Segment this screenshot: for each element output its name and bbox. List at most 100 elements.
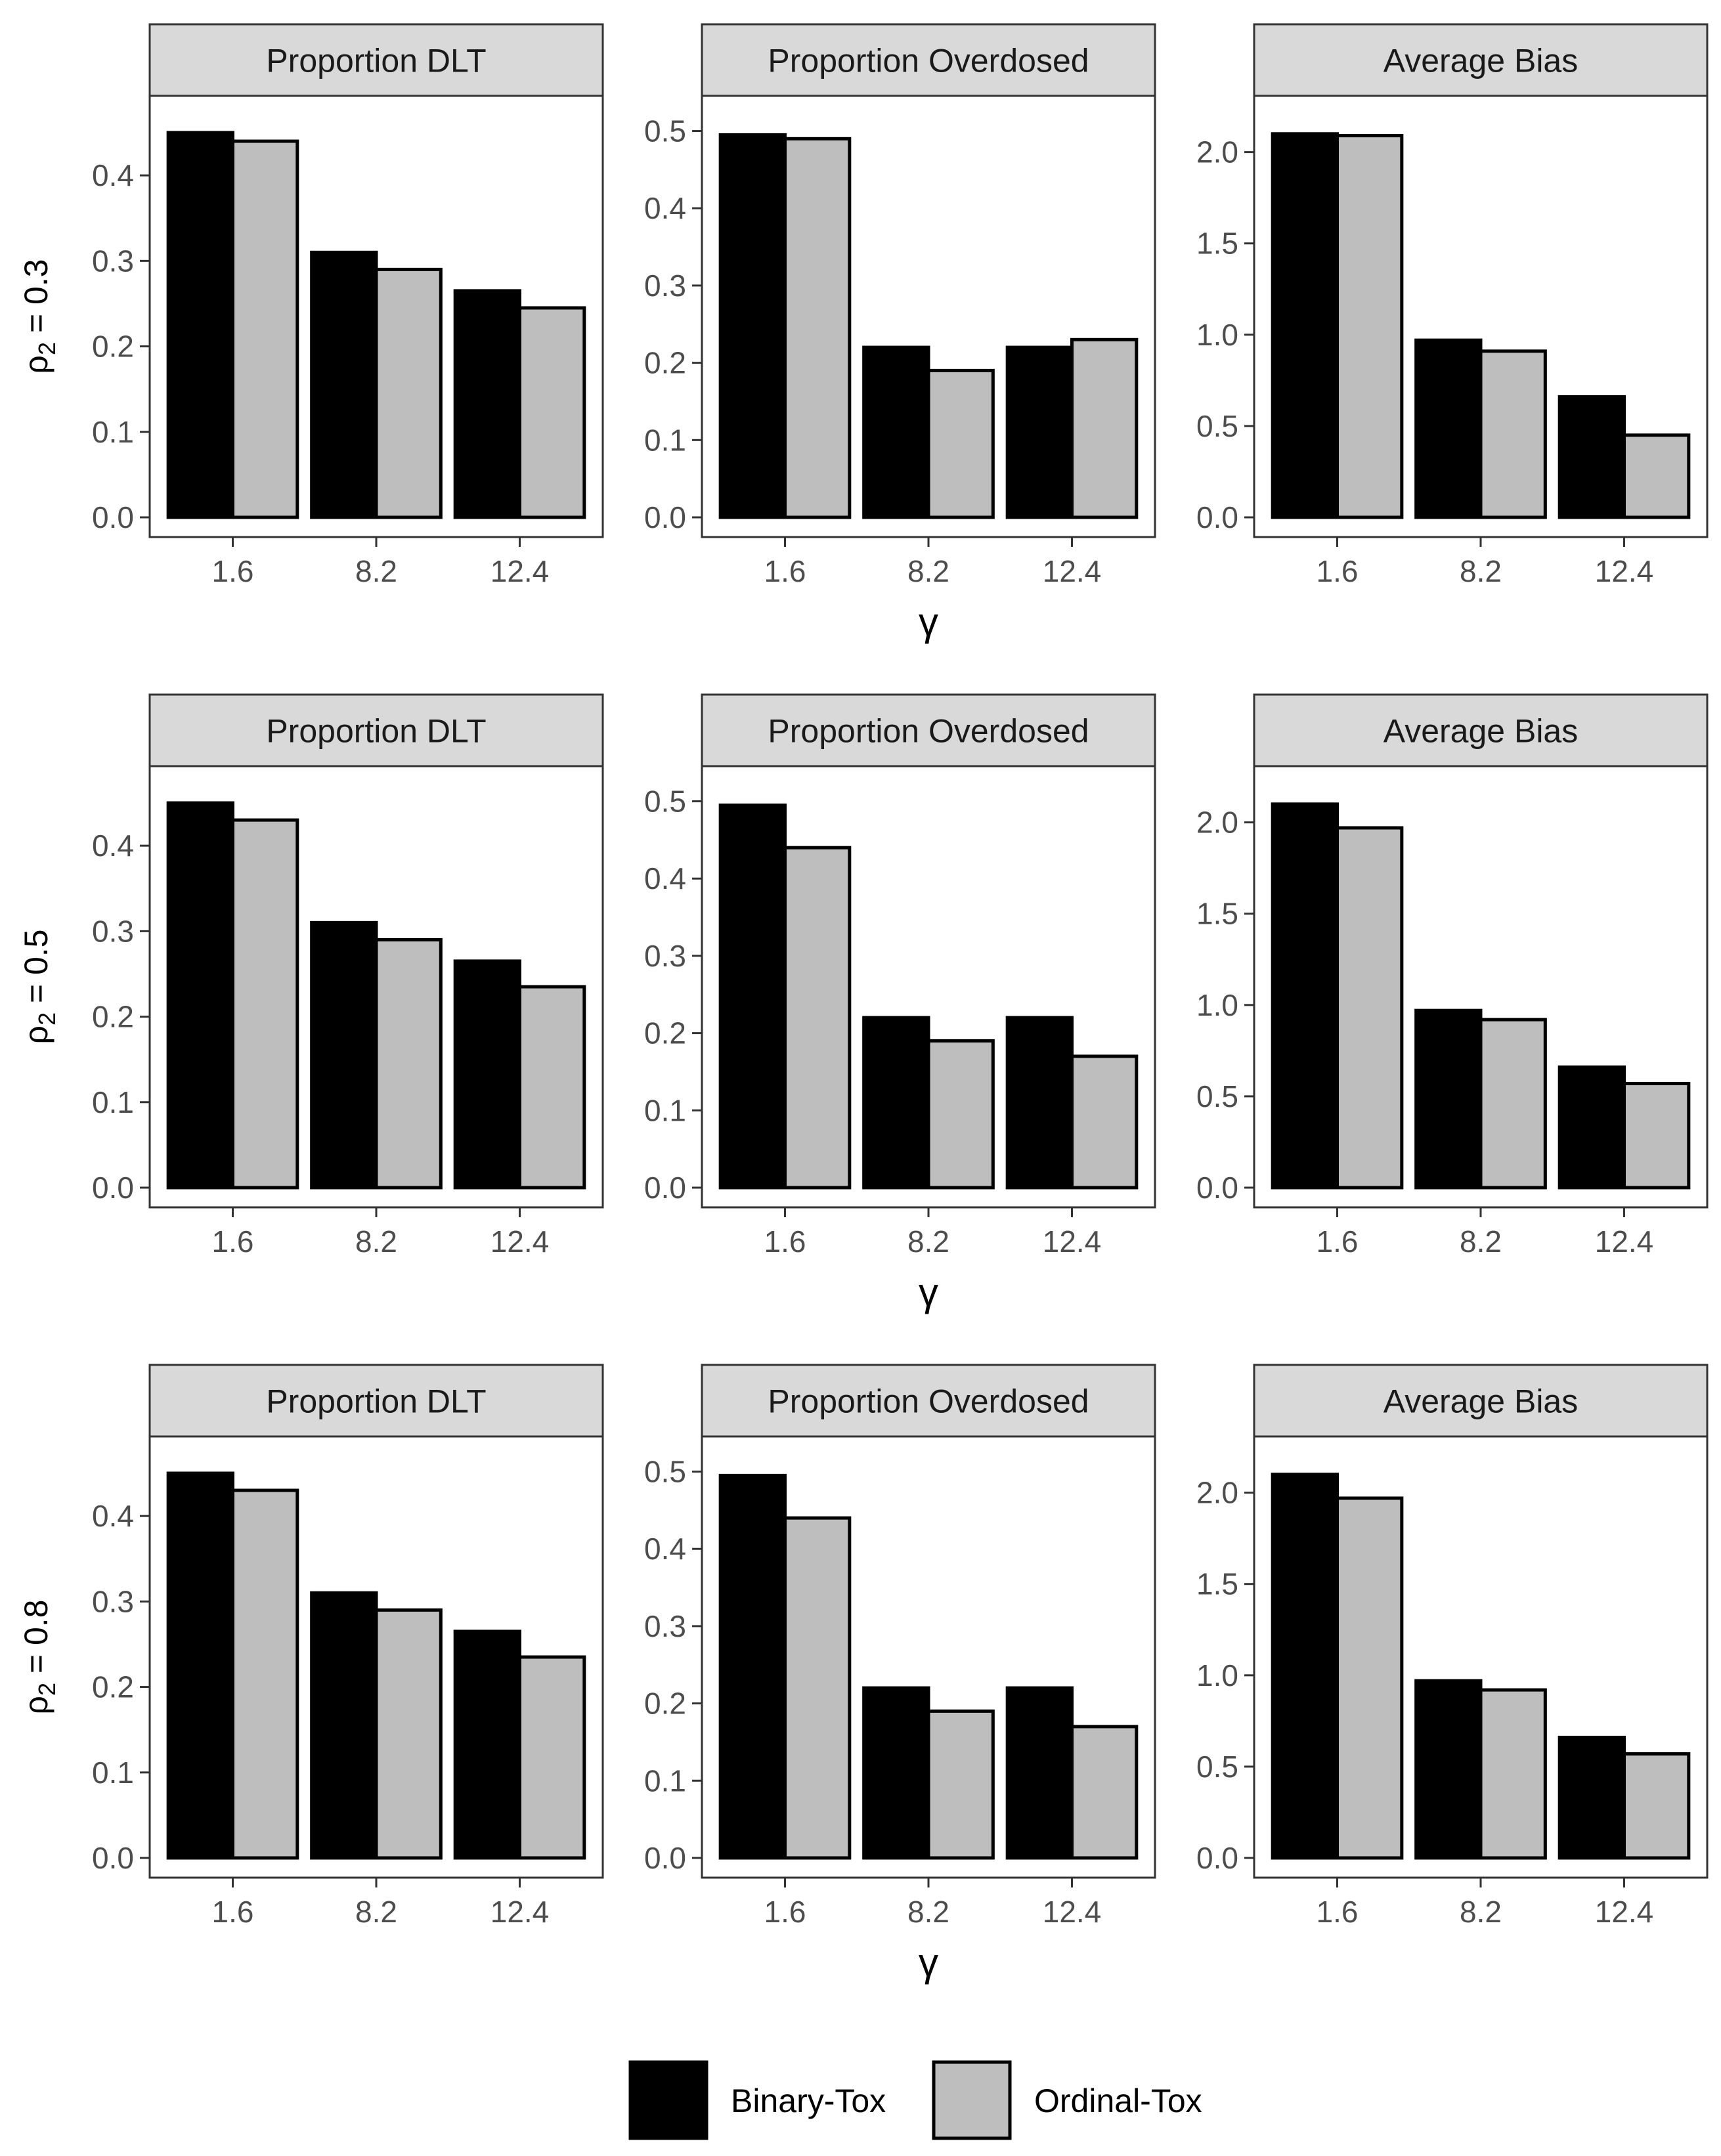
panel-strip (701, 693, 1156, 767)
row-label-value: = 0.3 (18, 259, 54, 343)
y-tick-label: 0.0 (1196, 1171, 1238, 1205)
panel-title: Average Bias (1383, 43, 1578, 79)
row-label-symbol: ρ (18, 1696, 54, 1714)
facet-row-2: ρ2 = 0.5 Proportion DLT 0.0 0.1 0.2 0.3 0.4 1.6… (18, 693, 1709, 1314)
bar-ordinal-tox (783, 137, 852, 519)
bar-binary-tox (1414, 338, 1483, 519)
y-tick-label: 0.0 (92, 1841, 134, 1875)
row-label-subscript: 2 (33, 342, 60, 355)
facet-row-1: ρ2 = 0.3 Proportion DLT 0.0 0.1 0.2 0.3 0.4 1.6… (18, 23, 1709, 644)
bar-binary-tox (1414, 1679, 1483, 1860)
bar-binary-tox (166, 131, 234, 519)
x-tick-label: 8.2 (907, 1895, 949, 1929)
y-tick-label: 0.1 (644, 423, 686, 457)
bar-ordinal-tox (518, 1655, 586, 1860)
bar-binary-tox (862, 345, 930, 519)
y-tick-label: 0.2 (92, 1000, 134, 1034)
y-tick-label: 0.3 (644, 939, 686, 973)
panel-3-2: Proportion Overdosed 0.0 0.1 0.2 0.3 0.4 0.5 1.… (644, 1364, 1156, 1985)
panel-2-1: Proportion DLT 0.0 0.1 0.2 0.3 0.4 1.6 8.2 12.4 (92, 693, 604, 1259)
y-tick-label: 0.4 (92, 158, 134, 192)
x-tick-label: 8.2 (355, 1895, 397, 1929)
bar-ordinal-tox (1623, 1752, 1691, 1860)
facet-row-3: ρ2 = 0.8 Proportion DLT 0.0 0.1 0.2 0.3 0.4 1.6… (18, 1364, 1709, 1985)
y-tick-label: 0.2 (644, 1687, 686, 1721)
bar-binary-tox (1271, 802, 1340, 1190)
y-tick-label: 1.5 (1196, 897, 1238, 931)
panel-title: Proportion Overdosed (768, 43, 1089, 79)
panel-strip (148, 23, 604, 97)
row-label-value: = 0.5 (18, 930, 54, 1013)
bar-binary-tox (718, 133, 787, 519)
y-tick-label: 2.0 (1196, 135, 1238, 169)
y-tick-label: 0.1 (92, 1085, 134, 1119)
bar-binary-tox (1558, 1065, 1626, 1190)
row-label-symbol: ρ (18, 1025, 54, 1044)
x-tick-label: 8.2 (355, 554, 397, 588)
panel-title: Proportion DLT (266, 43, 486, 79)
bar-binary-tox (453, 959, 521, 1190)
bar-binary-tox (166, 1471, 234, 1860)
y-tick-label: 0.5 (1196, 409, 1238, 443)
row-label-symbol: ρ (18, 355, 54, 374)
legend-key-ordinal-tox (932, 2060, 1012, 2140)
y-tick-label: 0.3 (644, 1609, 686, 1643)
bar-ordinal-tox (374, 938, 443, 1190)
bar-ordinal-tox (231, 818, 299, 1190)
bar-binary-tox (1005, 1016, 1074, 1190)
y-tick-label: 0.2 (92, 330, 134, 364)
y-tick-label: 0.4 (644, 191, 686, 225)
x-tick-label: 8.2 (907, 554, 949, 588)
bar-binary-tox (718, 1473, 787, 1860)
panel-title: Average Bias (1383, 1383, 1578, 1420)
y-tick-label: 0.2 (92, 1670, 134, 1704)
x-tick-label: 12.4 (490, 1224, 550, 1259)
y-tick-label: 0.5 (644, 785, 686, 819)
panel-strip (1253, 693, 1709, 767)
panel-1-1: Proportion DLT 0.0 0.1 0.2 0.3 0.4 1.6 8.2 12.4 (92, 23, 604, 588)
y-tick-label: 1.0 (1196, 1658, 1238, 1692)
bar-ordinal-tox (1070, 1725, 1139, 1860)
bar-ordinal-tox (1479, 1018, 1547, 1190)
panel-title: Proportion DLT (266, 713, 486, 750)
bar-ordinal-tox (374, 1608, 443, 1860)
panel-3-1: Proportion DLT 0.0 0.1 0.2 0.3 0.4 1.6 8.2 12.4 (92, 1364, 604, 1929)
panel-2-3: Average Bias 0.0 0.5 1.0 1.5 2.0 1.6 8.2 12.4 (1196, 693, 1709, 1259)
panel-3-3: Average Bias 0.0 0.5 1.0 1.5 2.0 1.6 8.2 12.4 (1196, 1364, 1709, 1929)
bar-ordinal-tox (1623, 433, 1691, 519)
bar-binary-tox (310, 920, 378, 1190)
y-tick-label: 1.0 (1196, 318, 1238, 352)
x-axis-title: γ (919, 1941, 938, 1985)
bar-binary-tox (1005, 345, 1074, 519)
y-tick-label: 2.0 (1196, 806, 1238, 840)
x-tick-label: 12.4 (490, 1895, 550, 1929)
bar-ordinal-tox (1479, 349, 1547, 519)
legend: Binary-Tox Ordinal-Tox (628, 2060, 1202, 2140)
bar-ordinal-tox (926, 1709, 995, 1860)
x-tick-label: 12.4 (1043, 554, 1102, 588)
bar-binary-tox (1558, 1735, 1626, 1860)
y-tick-label: 0.4 (644, 1532, 686, 1566)
x-tick-label: 1.6 (212, 1224, 254, 1259)
bar-ordinal-tox (1336, 826, 1404, 1190)
x-tick-label: 1.6 (212, 554, 254, 588)
x-axis-title: γ (919, 600, 938, 644)
bar-binary-tox (310, 250, 378, 519)
legend-label: Ordinal-Tox (1034, 2082, 1202, 2119)
bar-binary-tox (1271, 1473, 1340, 1860)
bar-binary-tox (453, 1629, 521, 1860)
bar-ordinal-tox (783, 846, 852, 1190)
x-tick-label: 8.2 (1460, 1224, 1502, 1259)
y-tick-label: 0.0 (1196, 500, 1238, 534)
panel-title: Proportion Overdosed (768, 1383, 1089, 1420)
y-tick-label: 0.5 (1196, 1079, 1238, 1113)
y-tick-label: 0.5 (1196, 1750, 1238, 1784)
y-tick-label: 0.0 (644, 1841, 686, 1875)
y-tick-label: 0.1 (92, 1756, 134, 1790)
x-tick-label: 12.4 (1043, 1224, 1102, 1259)
y-tick-label: 0.0 (1196, 1841, 1238, 1875)
panel-title: Average Bias (1383, 713, 1578, 750)
y-tick-label: 0.4 (92, 1499, 134, 1533)
